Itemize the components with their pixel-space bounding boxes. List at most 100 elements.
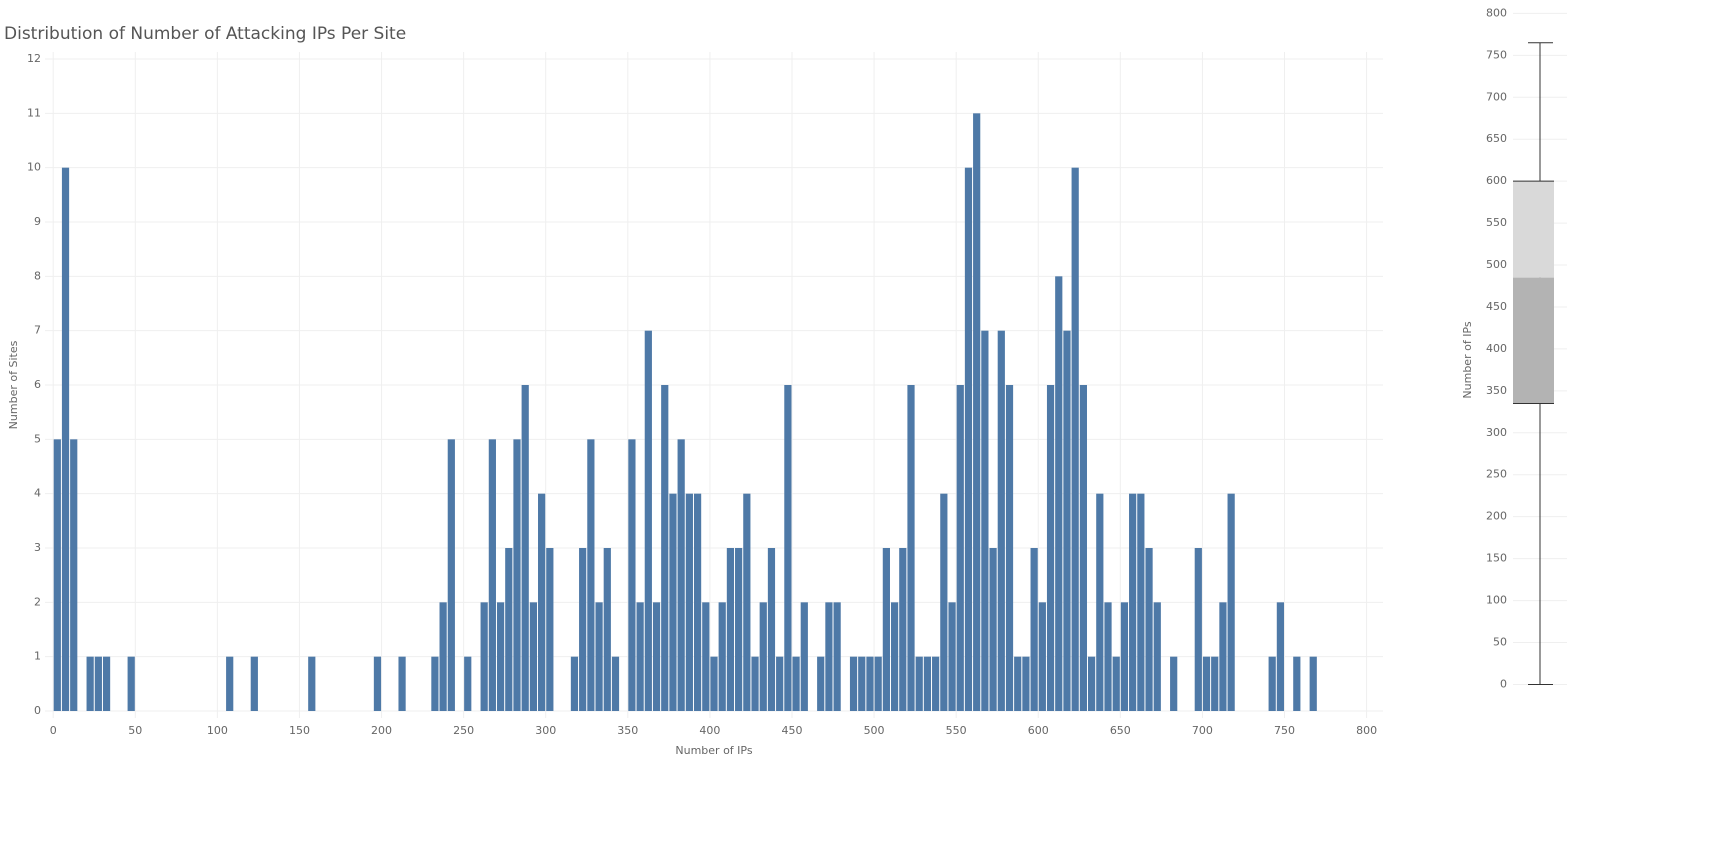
bar [513, 439, 521, 711]
bar [1079, 385, 1087, 711]
bar [743, 493, 751, 711]
bar [505, 548, 513, 711]
bar [644, 330, 652, 711]
bar [1137, 493, 1145, 711]
bar [53, 439, 61, 711]
box-lower [1513, 277, 1554, 404]
bar [1112, 656, 1120, 711]
x-tick-label: 0 [50, 724, 57, 737]
x-tick-label: 450 [781, 724, 802, 737]
y-tick-label: 12 [27, 52, 41, 65]
bar [1268, 656, 1276, 711]
bar [866, 656, 874, 711]
bar [1129, 493, 1137, 711]
bar [907, 385, 915, 711]
bar [431, 656, 439, 711]
bar [447, 439, 455, 711]
bar [825, 602, 833, 711]
bar [636, 602, 644, 711]
bar [735, 548, 743, 711]
bar [1276, 602, 1284, 711]
bar [759, 602, 767, 711]
x-tick-label: 350 [617, 724, 638, 737]
bar [997, 330, 1005, 711]
bar [70, 439, 78, 711]
y-tick-label: 550 [1486, 216, 1507, 229]
bar [496, 602, 505, 711]
y-tick-label: 150 [1486, 552, 1507, 565]
chart-title: Distribution of Number of Attacking IPs … [4, 24, 406, 44]
bar [1170, 656, 1178, 711]
bar [603, 548, 611, 711]
bar [1120, 602, 1129, 711]
y-tick-label: 8 [34, 269, 41, 282]
bar [398, 656, 406, 711]
y-tick-label: 650 [1486, 132, 1507, 145]
bar [874, 656, 882, 711]
bar [1038, 602, 1046, 711]
bar [899, 548, 907, 711]
bar [1063, 330, 1071, 711]
bar [1211, 656, 1219, 711]
bar [915, 656, 923, 711]
bar [488, 439, 496, 711]
bar [849, 656, 858, 711]
bar [521, 385, 529, 711]
bar [784, 385, 792, 711]
y-tick-label: 250 [1486, 468, 1507, 481]
bar [923, 656, 932, 711]
bar [1219, 602, 1227, 711]
x-tick-label: 250 [453, 724, 474, 737]
x-tick-label: 200 [371, 724, 392, 737]
bar [669, 493, 677, 711]
bar [858, 656, 866, 711]
y-tick-label: 400 [1486, 342, 1507, 355]
bar [973, 113, 981, 712]
y-tick-label: 500 [1486, 258, 1507, 271]
x-tick-label: 600 [1028, 724, 1049, 737]
bar [1096, 493, 1104, 711]
bar [882, 548, 890, 711]
bar [570, 656, 579, 711]
x-tick-label: 650 [1110, 724, 1131, 737]
bar [817, 656, 825, 711]
y-tick-label: 750 [1486, 48, 1507, 61]
bar [1022, 656, 1030, 711]
x-tick-label: 400 [699, 724, 720, 737]
y-tick-label: 0 [1500, 677, 1507, 690]
bar [94, 656, 102, 711]
y-tick-label: 50 [1493, 636, 1507, 649]
bar [718, 602, 726, 711]
bar [1293, 656, 1301, 711]
x-tick-label: 800 [1356, 724, 1377, 737]
bar [726, 548, 735, 711]
bar [1194, 548, 1202, 711]
bar [652, 602, 661, 711]
x-axis-title: Number of IPs [675, 744, 752, 757]
y-tick-label: 9 [34, 215, 41, 228]
bar [61, 167, 70, 711]
box-upper [1513, 181, 1554, 278]
y-tick-label: 11 [27, 106, 41, 119]
bar [661, 385, 669, 711]
bar [579, 548, 587, 711]
x-tick-label: 300 [535, 724, 556, 737]
bar [981, 330, 989, 711]
y-tick-label: 700 [1486, 90, 1507, 103]
bar [1071, 167, 1079, 711]
bar [693, 493, 702, 711]
bar [226, 656, 234, 711]
y-tick-label: 600 [1486, 174, 1507, 187]
x-tick-label: 750 [1274, 724, 1295, 737]
bar [611, 656, 620, 711]
bar [677, 439, 685, 711]
bar [587, 439, 595, 711]
bar [1014, 656, 1022, 711]
y-tick-label: 4 [34, 487, 41, 500]
y-tick-label: 200 [1486, 510, 1507, 523]
bar [1046, 385, 1055, 711]
bar [1005, 385, 1014, 711]
bar [546, 548, 554, 711]
bar [1309, 656, 1317, 711]
